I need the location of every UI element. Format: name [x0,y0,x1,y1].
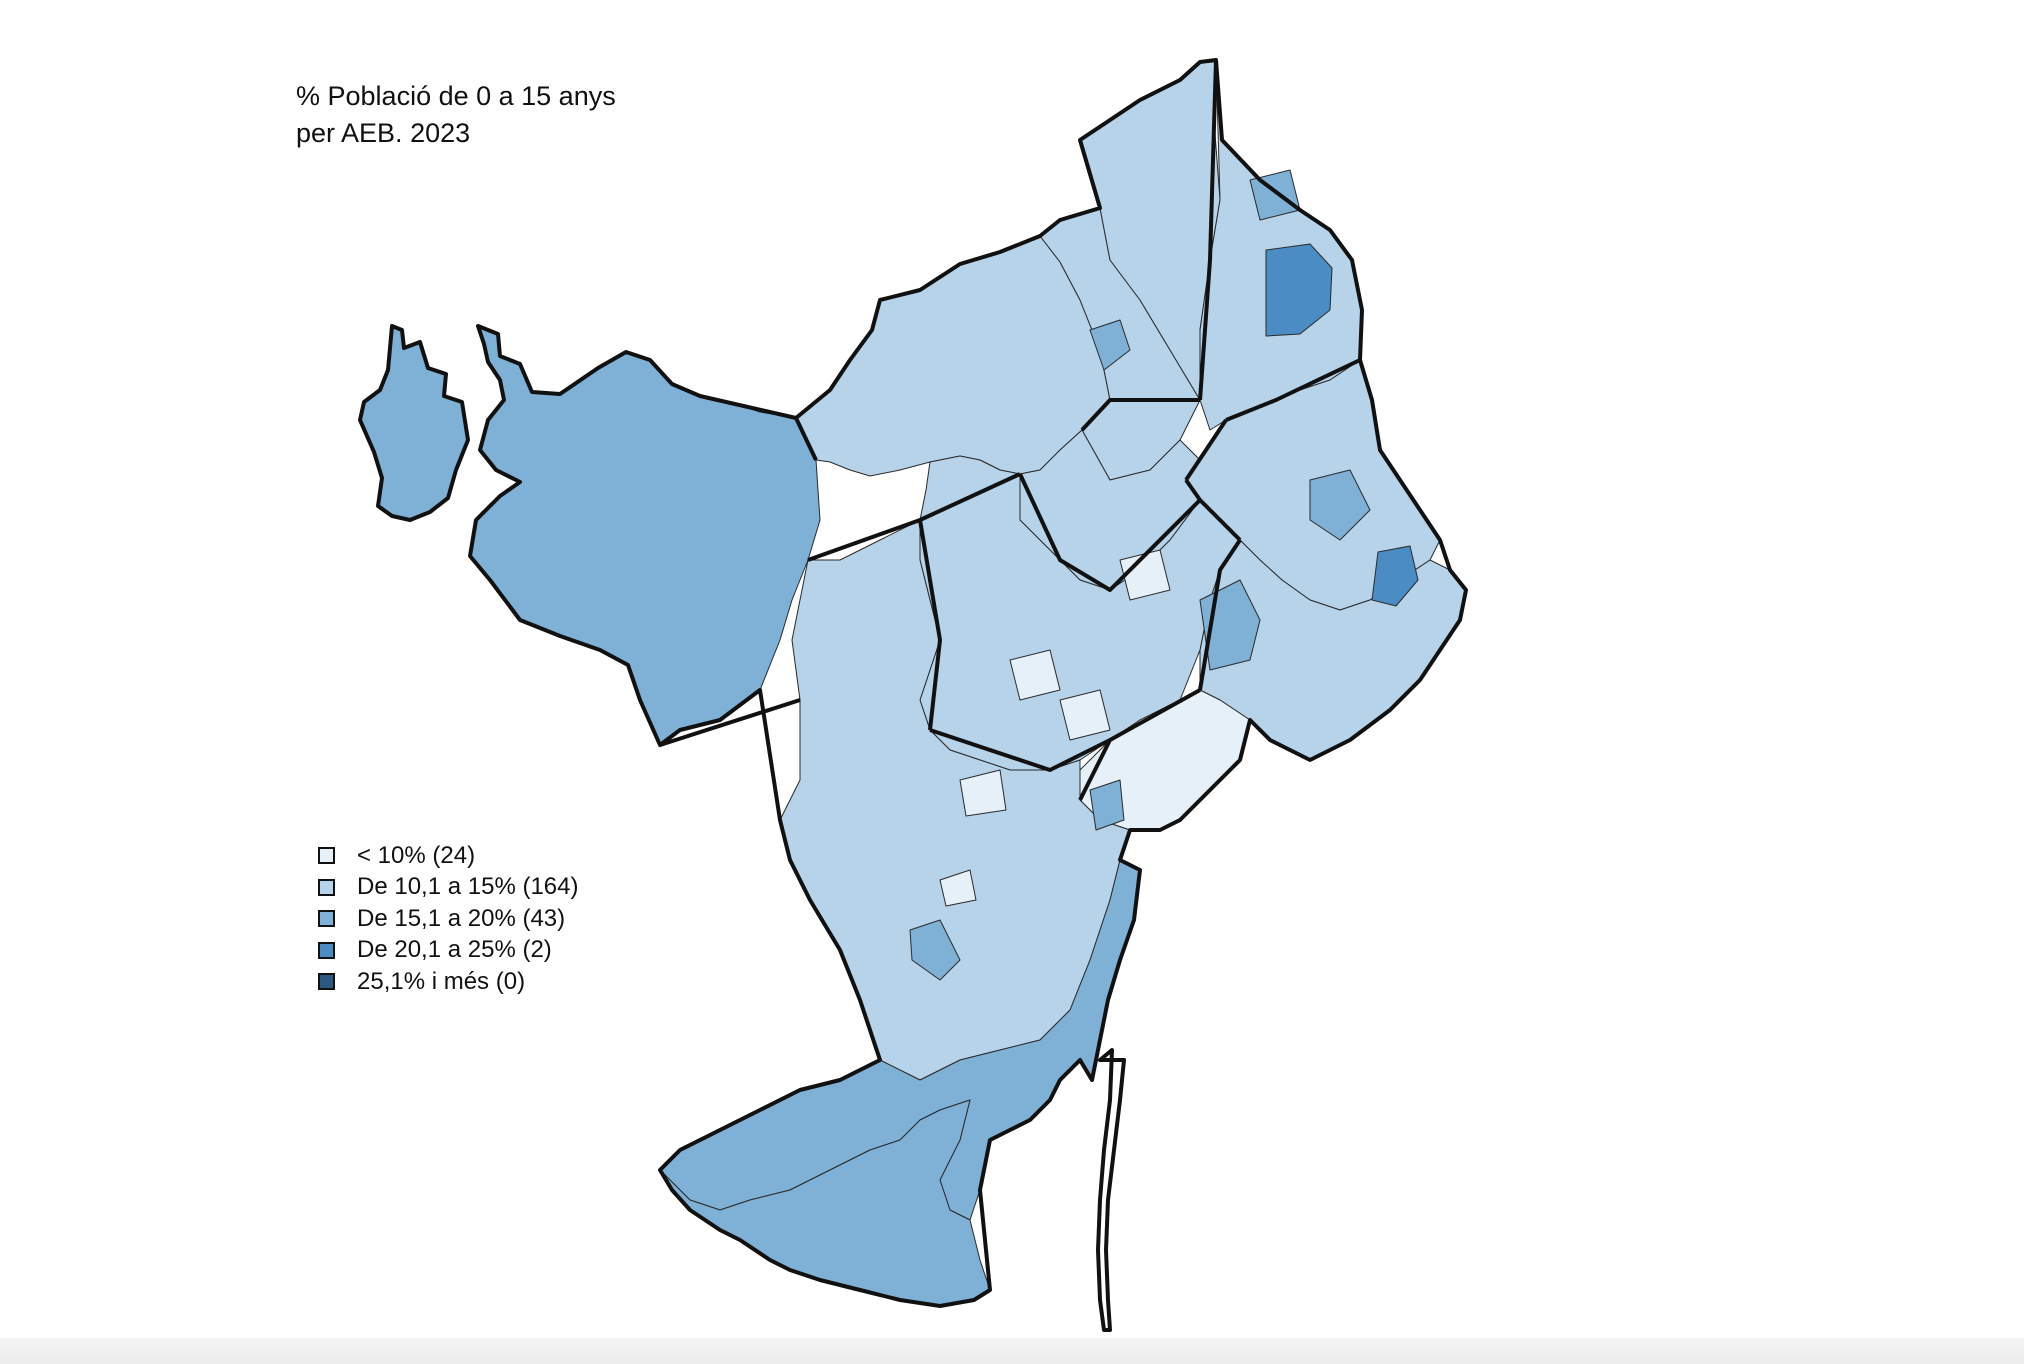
region-light-5 [939,869,977,907]
map-title-line-2: per AEB. 2023 [296,118,471,148]
legend-swatch-3 [318,910,335,928]
map-title-line-1: % Població de 0 a 15 anys [296,81,616,111]
map-regions [359,59,1467,1332]
legend-swatch-4 [318,941,335,959]
region-mid-2 [1309,469,1371,541]
legend-swatch-5 [318,973,335,991]
legend-swatch-2 [318,878,335,896]
outlier-outline [358,324,470,522]
region-breakwater [1096,1048,1126,1332]
region-dark-ne [1265,243,1333,337]
region-mid-5 [909,919,961,981]
legend-swatch-1 [318,847,335,865]
legend-label: 25,1% i més (0) [357,967,526,995]
region-light-1 [1009,649,1061,701]
region-mid-6 [1089,779,1125,831]
region-sarria [795,235,1111,477]
region-light-2 [1059,689,1111,741]
legend: < 10% (24) De 10,1 a 15% (164) De 15,1 a… [318,840,578,998]
region-les-corts-pedralbes [469,325,821,746]
bottom-edge-bar [0,1338,2024,1364]
district-boundaries [659,59,1361,801]
legend-item: De 15,1 a 20% (43) [318,903,578,935]
legend-item: < 10% (24) [318,840,578,872]
region-light-4 [959,769,1007,817]
city-outline [468,58,1468,1308]
legend-item: De 10,1 a 15% (164) [318,872,578,904]
legend-label: De 10,1 a 15% (164) [357,873,579,901]
region-mid-3 [1089,319,1131,371]
region-dark-e [1371,545,1419,607]
legend-label: De 20,1 a 25% (2) [357,936,552,964]
map-title: % Població de 0 a 15 anys per AEB. 2023 [296,78,616,152]
legend-item: 25,1% i més (0) [318,966,578,998]
legend-label: < 10% (24) [357,841,476,869]
legend-item: De 20,1 a 25% (2) [318,935,578,967]
legend-label: De 15,1 a 20% (43) [357,904,566,932]
